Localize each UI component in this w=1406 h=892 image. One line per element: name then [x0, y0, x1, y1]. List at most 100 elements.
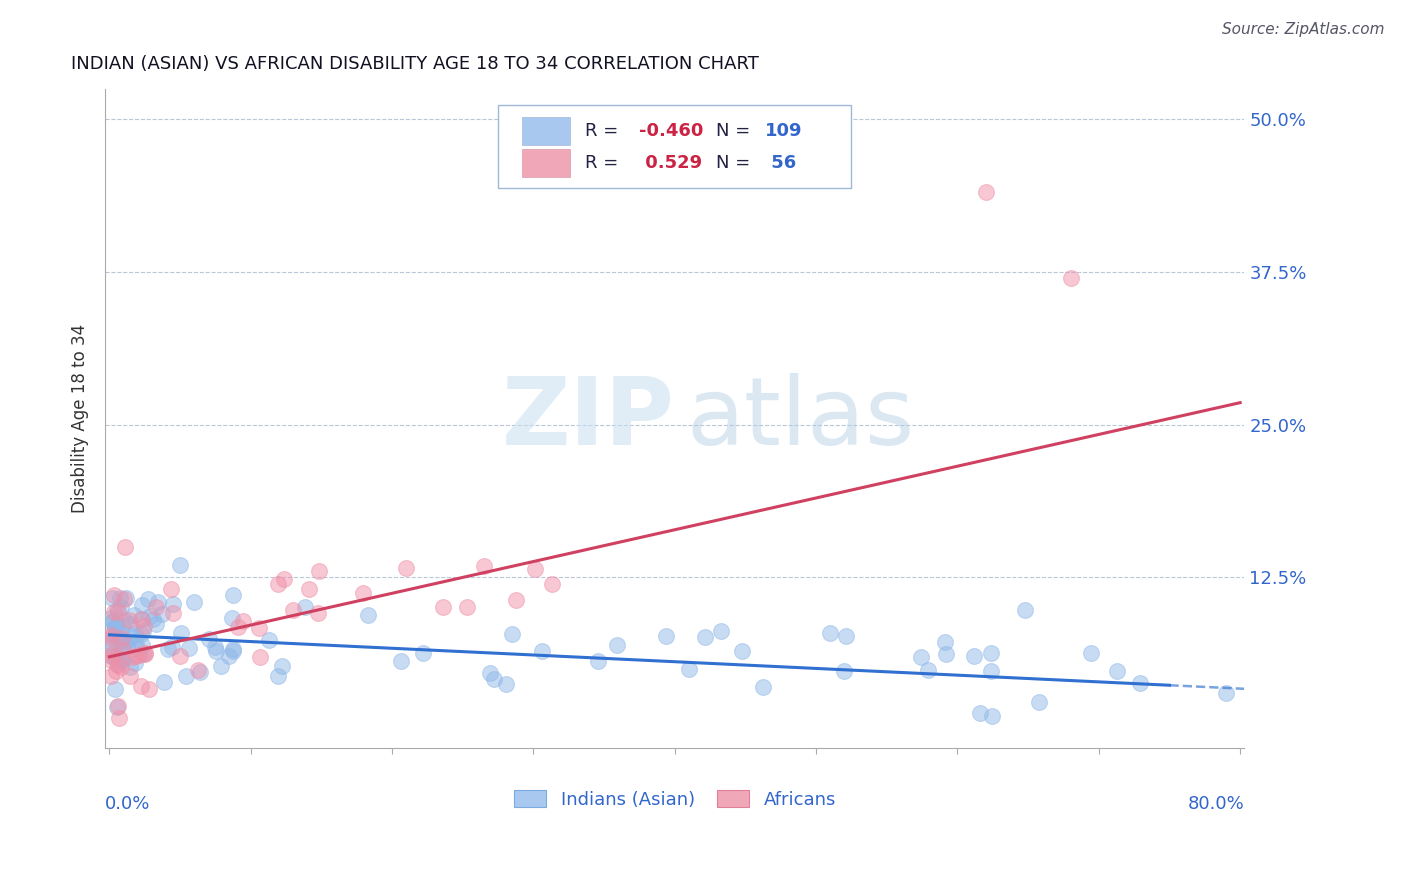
Point — [111, 639, 134, 653]
Point — [259, 632, 281, 647]
Point — [980, 664, 1002, 678]
Point — [835, 629, 858, 643]
Point — [174, 669, 197, 683]
FancyBboxPatch shape — [522, 117, 569, 145]
Point — [271, 659, 294, 673]
Text: INDIAN (ASIAN) VS AFRICAN DISABILITY AGE 18 TO 34 CORRELATION CHART: INDIAN (ASIAN) VS AFRICAN DISABILITY AGE… — [72, 55, 759, 73]
Point — [114, 591, 136, 605]
Point — [104, 620, 127, 634]
Point — [107, 657, 129, 672]
Point — [395, 561, 418, 575]
Point — [197, 632, 219, 647]
Point — [105, 628, 128, 642]
Point — [935, 647, 957, 661]
Point — [389, 654, 412, 668]
Point — [100, 669, 122, 683]
Point — [524, 562, 547, 576]
Point — [129, 626, 152, 640]
Point — [103, 588, 125, 602]
Point — [655, 629, 678, 643]
Point — [187, 663, 209, 677]
Point — [981, 708, 1004, 723]
Point — [169, 558, 191, 572]
Point — [111, 654, 134, 668]
Point — [218, 648, 240, 663]
Point — [111, 619, 134, 633]
Point — [134, 619, 156, 633]
Point — [107, 636, 129, 650]
Point — [934, 635, 956, 649]
Point — [103, 648, 125, 663]
Point — [678, 662, 700, 676]
Point — [307, 607, 329, 621]
Point — [751, 680, 773, 694]
Point — [204, 640, 226, 654]
Point — [100, 648, 122, 663]
Point — [100, 640, 122, 654]
Point — [124, 627, 146, 641]
Text: 0.529: 0.529 — [640, 154, 703, 172]
Point — [456, 600, 478, 615]
Point — [145, 599, 167, 614]
Point — [120, 629, 142, 643]
Point — [118, 616, 141, 631]
Point — [105, 653, 128, 667]
Text: 0.0%: 0.0% — [105, 795, 150, 813]
Point — [479, 666, 502, 681]
Point — [710, 624, 733, 639]
Point — [124, 656, 146, 670]
Point — [482, 672, 505, 686]
Point — [1059, 271, 1081, 285]
Point — [146, 595, 169, 609]
Point — [110, 632, 132, 647]
Point — [505, 592, 527, 607]
Point — [132, 624, 155, 638]
Point — [910, 649, 932, 664]
Point — [145, 616, 167, 631]
Point — [162, 606, 184, 620]
Point — [108, 711, 131, 725]
Point — [131, 647, 153, 661]
Y-axis label: Disability Age 18 to 34: Disability Age 18 to 34 — [72, 324, 89, 513]
Point — [110, 660, 132, 674]
Point — [114, 540, 136, 554]
Text: 109: 109 — [765, 122, 803, 140]
Point — [834, 664, 856, 678]
Point — [412, 647, 434, 661]
Point — [432, 600, 454, 615]
Point — [267, 668, 290, 682]
Point — [127, 642, 149, 657]
Point — [122, 608, 145, 623]
Point — [101, 615, 124, 629]
Point — [169, 626, 191, 640]
Point — [107, 699, 129, 714]
Point — [169, 649, 191, 664]
Point — [540, 577, 562, 591]
Point — [222, 642, 245, 657]
Point — [118, 669, 141, 683]
Point — [112, 632, 135, 647]
Point — [100, 635, 122, 649]
Point — [100, 591, 122, 605]
Point — [917, 663, 939, 677]
Point — [209, 658, 232, 673]
Point — [177, 641, 200, 656]
Point — [131, 638, 153, 652]
Point — [1107, 665, 1129, 679]
Point — [101, 628, 124, 642]
Point — [100, 611, 122, 625]
Point — [111, 652, 134, 666]
Point — [222, 588, 245, 602]
Point — [129, 679, 152, 693]
Point — [134, 646, 156, 660]
Text: 56: 56 — [765, 154, 796, 172]
Point — [105, 619, 128, 633]
Point — [100, 627, 122, 641]
Point — [103, 646, 125, 660]
Point — [152, 675, 174, 690]
Point — [232, 614, 254, 628]
Text: N =: N = — [716, 154, 756, 172]
Point — [111, 632, 134, 646]
Point — [115, 634, 138, 648]
Text: Source: ZipAtlas.com: Source: ZipAtlas.com — [1222, 22, 1385, 37]
